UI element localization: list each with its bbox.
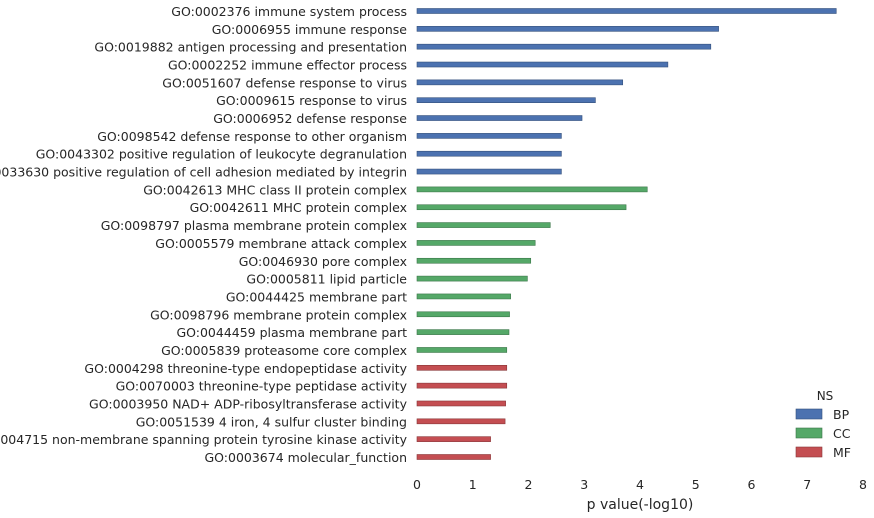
bar — [416, 364, 508, 371]
x-tick-label: 5 — [692, 477, 700, 492]
category-label: GO:0002252 immune effector process — [168, 58, 407, 73]
category-label: GO:0098542 defense response to other org… — [97, 129, 407, 144]
category-label: GO:0042613 MHC class II protein complex — [143, 182, 407, 197]
category-label: GO:0051539 4 iron, 4 sulfur cluster bind… — [136, 414, 407, 429]
category-label: GO:0033630 positive regulation of cell a… — [0, 165, 407, 180]
bar — [416, 61, 669, 68]
legend-label: CC — [833, 426, 851, 441]
category-label: GO:0009615 response to virus — [216, 93, 407, 108]
bar — [416, 43, 712, 50]
category-label: GO:0003674 molecular_function — [204, 450, 407, 465]
bar — [416, 436, 491, 442]
bar — [416, 186, 648, 193]
legend-title: NS — [817, 389, 834, 403]
bar — [416, 400, 506, 407]
bar — [416, 257, 532, 264]
x-axis-ticks: 0 1 2 3 4 5 6 7 8 — [413, 477, 867, 492]
bar — [416, 240, 536, 246]
legend-swatch — [795, 427, 823, 439]
category-labels: GO:0002376 immune system process GO:00069… — [0, 4, 408, 465]
category-label: GO:0004715 non-membrane spanning protein… — [0, 432, 408, 447]
category-label: GO:0043302 positive regulation of leukoc… — [36, 147, 407, 162]
legend-entries: BP CC MF — [795, 407, 851, 460]
category-label: GO:0070003 threonine-type peptidase acti… — [116, 379, 408, 394]
x-tick-label: 2 — [525, 477, 533, 492]
bar — [416, 168, 562, 175]
category-label: GO:0044425 membrane part — [226, 289, 407, 304]
category-label: GO:0098796 membrane protein complex — [150, 307, 407, 322]
x-tick-label: 3 — [580, 477, 588, 492]
bar — [416, 204, 627, 211]
bar — [416, 222, 551, 228]
category-label: GO:0003950 NAD+ ADP-ribosyltransferase a… — [89, 396, 408, 411]
bar — [416, 133, 562, 139]
category-label: GO:0098797 plasma membrane protein compl… — [101, 218, 407, 233]
category-label: GO:0044459 plasma membrane part — [176, 325, 407, 340]
bar — [416, 382, 508, 389]
x-tick-label: 1 — [469, 477, 477, 492]
x-axis-label: p value(-log10) — [587, 497, 694, 513]
x-tick-label: 7 — [803, 477, 811, 492]
category-label: GO:0019882 antigen processing and presen… — [94, 40, 407, 55]
category-label: GO:0051607 defense response to virus — [162, 75, 407, 90]
legend: NS BP CC MF — [795, 389, 851, 460]
bar — [416, 97, 596, 103]
category-label: GO:0002376 immune system process — [171, 4, 407, 19]
category-label: GO:0006955 immune response — [212, 22, 408, 37]
category-label: GO:0046930 pore complex — [239, 254, 407, 269]
category-label: GO:0004298 threonine-type endopeptidase … — [84, 361, 407, 376]
bar — [416, 454, 491, 460]
bar — [416, 150, 562, 157]
bar — [416, 275, 528, 282]
x-tick-label: 4 — [636, 477, 644, 492]
bar — [416, 293, 511, 300]
bars-layer — [416, 8, 837, 460]
bar — [416, 418, 506, 425]
category-label: GO:0005811 lipid particle — [246, 272, 407, 287]
bar — [416, 115, 583, 121]
category-label: GO:0042611 MHC protein complex — [190, 200, 407, 215]
legend-swatch — [795, 446, 823, 458]
legend-label: BP — [833, 407, 850, 422]
category-label: GO:0006952 defense response — [213, 111, 407, 126]
x-tick-label: 0 — [413, 477, 421, 492]
legend-label: MF — [833, 445, 851, 460]
bar — [416, 26, 719, 32]
legend-swatch — [795, 408, 823, 420]
category-label: GO:0005579 membrane attack complex — [155, 236, 407, 251]
bar — [416, 8, 837, 14]
bar — [416, 311, 510, 318]
x-tick-label: 8 — [859, 477, 867, 492]
bar — [416, 329, 510, 335]
bar — [416, 347, 508, 353]
x-tick-label: 6 — [748, 477, 756, 492]
bar — [416, 79, 624, 86]
category-label: GO:0005839 proteasome core complex — [161, 343, 407, 358]
